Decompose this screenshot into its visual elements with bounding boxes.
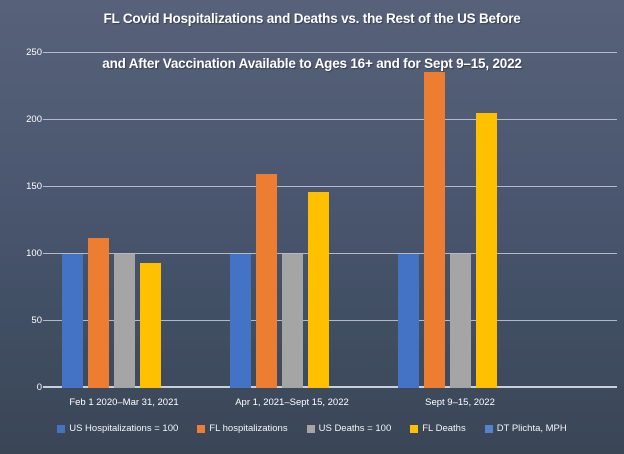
bar-us-deaths-100-group-1 (113, 254, 135, 388)
bar-fl-deaths-group-1 (139, 263, 161, 388)
legend-swatch-icon (410, 424, 419, 433)
gridline-200 (43, 119, 617, 120)
bar-fl-hospitalizations-group-1 (87, 237, 109, 388)
x-axis-line (43, 386, 617, 388)
legend-label: FL hospitalizations (209, 423, 288, 434)
gridline-50 (43, 320, 617, 321)
bar-fl-deaths-group-3 (475, 113, 497, 388)
bar-fl-hospitalizations-group-3 (423, 71, 445, 388)
chart-title-line-2: and After Vaccination Available to Ages … (102, 56, 522, 71)
legend-item-us-deaths-100: US Deaths = 100 (306, 423, 392, 434)
legend-swatch-icon (484, 424, 493, 433)
y-tick-label-0: 0 (36, 382, 42, 393)
plot-area (43, 52, 617, 388)
bar-group-3 (397, 53, 523, 388)
bar-group-1 (61, 53, 187, 388)
x-category-label-2: Apr 1, 2021–Sept 15, 2022 (235, 397, 349, 408)
bar-us-hospitalizations-100-group-3 (397, 254, 419, 388)
chart-title-line-1: FL Covid Hospitalizations and Deaths vs.… (103, 11, 521, 26)
legend-label: FL Deaths (422, 423, 466, 434)
legend-swatch-icon (197, 424, 206, 433)
y-tick-label-250: 250 (26, 47, 42, 58)
y-tick-label-50: 50 (31, 315, 42, 326)
legend-swatch-icon (57, 424, 66, 433)
bar-us-deaths-100-group-2 (281, 254, 303, 388)
legend-item-us-hospitalizations-100: US Hospitalizations = 100 (57, 423, 178, 434)
bar-us-hospitalizations-100-group-2 (229, 254, 251, 388)
chart-legend: US Hospitalizations = 100 FL hospitalizat… (0, 423, 624, 434)
legend-label: US Deaths = 100 (318, 423, 392, 434)
legend-label: US Hospitalizations = 100 (69, 423, 179, 434)
bar-fl-deaths-group-2 (307, 192, 329, 388)
bar-us-deaths-100-group-3 (449, 254, 471, 388)
legend-label: DT Plichta, MPH (496, 423, 567, 434)
legend-swatch-icon (306, 424, 315, 433)
bar-group-2 (229, 53, 355, 388)
x-category-label-3: Sept 9–15, 2022 (425, 397, 495, 408)
y-tick-label-150: 150 (26, 181, 42, 192)
y-tick-label-100: 100 (26, 248, 42, 259)
bar-us-hospitalizations-100-group-1 (61, 254, 83, 388)
legend-item-dt-plichta-mph: DT Plichta, MPH (484, 423, 567, 434)
gridline-150 (43, 186, 617, 187)
legend-item-fl-deaths: FL Deaths (410, 423, 466, 434)
gridline-100 (43, 253, 617, 254)
bar-fl-hospitalizations-group-2 (255, 173, 277, 388)
x-category-label-1: Feb 1 2020–Mar 31, 2021 (69, 397, 179, 408)
y-tick-label-200: 200 (26, 114, 42, 125)
legend-item-fl-hospitalizations: FL hospitalizations (197, 423, 288, 434)
gridline-250 (43, 52, 617, 53)
